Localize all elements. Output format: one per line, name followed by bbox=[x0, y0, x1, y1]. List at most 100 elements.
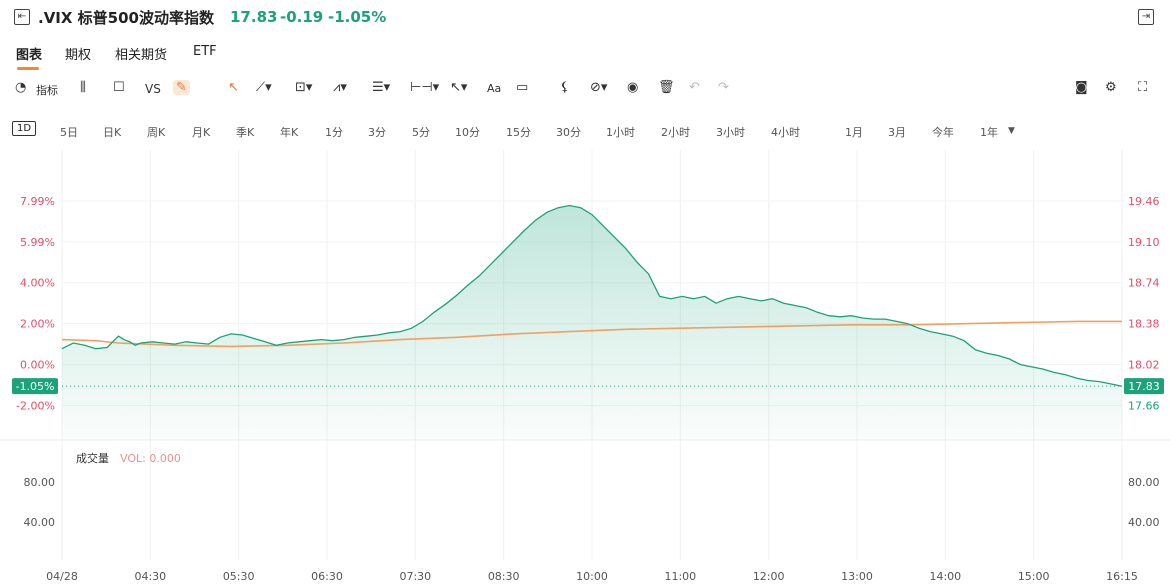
time-axis: 04/28 04:30 05:30 06:30 07:30 08:30 10:00 11:00… bbox=[46, 570, 1138, 583]
vs-button[interactable]: VS bbox=[145, 82, 161, 96]
right-axis: 19.46 19.10 18.74 18.38 18.02 17.66 bbox=[1128, 195, 1160, 413]
right-axis-tick: 17.66 bbox=[1128, 399, 1160, 412]
volume-left-tick: 80.00 bbox=[24, 476, 56, 489]
period-2h[interactable]: 2小时 bbox=[661, 126, 690, 139]
period-30min[interactable]: 30分 bbox=[556, 126, 581, 139]
period-1d[interactable]: 1D bbox=[12, 121, 37, 136]
collapse-left-icon[interactable]: ⇤ bbox=[14, 9, 30, 25]
time-axis-tick: 10:00 bbox=[576, 570, 608, 583]
current-value-badges: -1.05% 17.83 bbox=[12, 378, 1164, 395]
expand-panel-icon[interactable]: ⇥ bbox=[1138, 9, 1154, 25]
moving-average-line bbox=[61, 320, 1122, 348]
current-pct-badge bbox=[12, 378, 58, 395]
period-10min[interactable]: 10分 bbox=[455, 126, 480, 139]
compare-box-icon[interactable]: ☐ bbox=[113, 80, 125, 95]
time-axis-tick: 05:30 bbox=[223, 570, 255, 583]
right-axis-tick: 18.38 bbox=[1128, 318, 1160, 331]
current-price-badge bbox=[1124, 378, 1164, 395]
period-3m[interactable]: 3月 bbox=[888, 126, 906, 139]
price-area-fill bbox=[62, 205, 1122, 440]
settings-icon[interactable]: ⚙ bbox=[1105, 80, 1117, 95]
right-axis-tick: 19.10 bbox=[1128, 236, 1160, 249]
fib-icon[interactable]: ☰▾ bbox=[372, 80, 391, 95]
indicator-button[interactable]: 指标 bbox=[36, 84, 58, 97]
period-1m[interactable]: 1月 bbox=[845, 126, 863, 139]
time-axis-tick: 14:00 bbox=[929, 570, 961, 583]
trend-line-icon[interactable]: ⟋▾ bbox=[256, 80, 272, 95]
tab-options[interactable]: 期权 bbox=[65, 48, 92, 63]
pen-icon[interactable]: ✎ bbox=[173, 80, 190, 95]
period-15min[interactable]: 15分 bbox=[506, 126, 531, 139]
magnet-icon[interactable]: ⚸ bbox=[560, 80, 570, 95]
tab-etf[interactable]: ETF bbox=[193, 44, 217, 59]
chevron-down-icon[interactable]: ▼ bbox=[1008, 126, 1015, 136]
camera-icon[interactable]: ◙ bbox=[1075, 80, 1088, 95]
volume-left-tick: 40.00 bbox=[24, 516, 56, 529]
chart-grid bbox=[0, 150, 1170, 560]
period-day-k[interactable]: 日K bbox=[103, 126, 122, 139]
last-price: 17.83 bbox=[230, 8, 278, 26]
gauge-icon[interactable]: ◔ bbox=[15, 80, 27, 95]
cursor-icon[interactable]: ↖ bbox=[228, 80, 239, 95]
left-axis-tick: -2.00% bbox=[16, 399, 55, 412]
period-month-k[interactable]: 月K bbox=[192, 126, 211, 139]
fullscreen-icon[interactable]: ⛶ bbox=[1138, 80, 1148, 95]
left-axis-tick: 0.00% bbox=[20, 359, 55, 372]
active-tab-underline bbox=[17, 67, 39, 70]
comment-icon[interactable]: ▭ bbox=[516, 80, 529, 95]
volume-right-tick: 40.00 bbox=[1128, 516, 1160, 529]
period-year-k[interactable]: 年K bbox=[280, 126, 299, 139]
volume-value: VOL: 0.000 bbox=[120, 452, 181, 465]
tab-related-futures[interactable]: 相关期货 bbox=[115, 48, 168, 63]
current-pct-label: -1.05% bbox=[16, 380, 55, 393]
redo-icon[interactable]: ↷ bbox=[718, 80, 729, 95]
text-tool-button[interactable]: Aa bbox=[487, 82, 502, 95]
lock-icon[interactable]: ⊘▾ bbox=[590, 80, 608, 95]
left-axis: 7.99% 5.99% 4.00% 2.00% 0.00% -2.00% bbox=[16, 195, 55, 413]
right-axis-tick: 19.46 bbox=[1128, 195, 1160, 208]
period-4h[interactable]: 4小时 bbox=[771, 126, 800, 139]
period-1min[interactable]: 1分 bbox=[325, 126, 343, 139]
time-axis-tick: 04:30 bbox=[134, 570, 166, 583]
left-axis-tick: 5.99% bbox=[20, 236, 55, 249]
period-5min[interactable]: 5分 bbox=[412, 126, 430, 139]
instrument-title: .VIX 标普500波动率指数 bbox=[38, 9, 214, 27]
time-axis-tick: 04/28 bbox=[46, 570, 78, 583]
left-axis-tick: 4.00% bbox=[20, 277, 55, 290]
period-1h[interactable]: 1小时 bbox=[606, 126, 635, 139]
price-line bbox=[61, 204, 1123, 387]
period-week-k[interactable]: 周K bbox=[147, 126, 166, 139]
volume-right-tick: 80.00 bbox=[1128, 476, 1160, 489]
time-axis-tick: 07:30 bbox=[399, 570, 431, 583]
time-axis-tick: 06:30 bbox=[311, 570, 343, 583]
tab-chart[interactable]: 图表 bbox=[16, 48, 43, 63]
trash-icon[interactable]: 🗑 bbox=[658, 80, 675, 95]
pattern-icon[interactable]: ⩘▾ bbox=[333, 80, 347, 95]
period-3h[interactable]: 3小时 bbox=[716, 126, 745, 139]
period-ytd[interactable]: 今年 bbox=[932, 126, 954, 139]
drawing-toolbar: ◔ 指标 ⫼ ☐ VS ✎ ↖ ⟋▾ ⊡▾ ⩘▾ ☰▾ ⊢⊣▾ ↖▾ Aa ▭ … bbox=[0, 80, 1170, 102]
time-axis-tick: 16:15 bbox=[1106, 570, 1138, 583]
eye-icon[interactable]: ◉ bbox=[627, 80, 639, 95]
time-axis-tick: 12:00 bbox=[753, 570, 785, 583]
volume-panel: 成交量 VOL: 0.000 80.00 80.00 40.00 40.00 bbox=[24, 451, 1160, 529]
measure-icon[interactable]: ⊢⊣▾ bbox=[410, 80, 440, 95]
arrow-icon[interactable]: ↖▾ bbox=[450, 80, 468, 95]
shape-icon[interactable]: ⊡▾ bbox=[295, 80, 313, 95]
undo-icon[interactable]: ↶ bbox=[689, 80, 700, 95]
quote-header: ⇤ .VIX 标普500波动率指数 17.83 -0.19 -1.05% ⇥ bbox=[0, 0, 1170, 36]
time-axis-tick: 11:00 bbox=[664, 570, 696, 583]
right-axis-tick: 18.74 bbox=[1128, 277, 1160, 290]
price-change-pct: -1.05% bbox=[328, 8, 387, 26]
time-axis-tick: 15:00 bbox=[1018, 570, 1050, 583]
period-3min[interactable]: 3分 bbox=[368, 126, 386, 139]
time-axis-tick: 13:00 bbox=[841, 570, 873, 583]
right-axis-tick: 18.02 bbox=[1128, 359, 1160, 372]
period-5d[interactable]: 5日 bbox=[60, 126, 78, 139]
time-axis-tick: 08:30 bbox=[488, 570, 520, 583]
period-1y[interactable]: 1年 bbox=[980, 126, 998, 139]
candlestick-icon[interactable]: ⫼ bbox=[80, 80, 86, 95]
price-change: -0.19 bbox=[280, 8, 324, 26]
period-quarter-k[interactable]: 季K bbox=[236, 126, 255, 139]
left-axis-tick: 7.99% bbox=[20, 195, 55, 208]
